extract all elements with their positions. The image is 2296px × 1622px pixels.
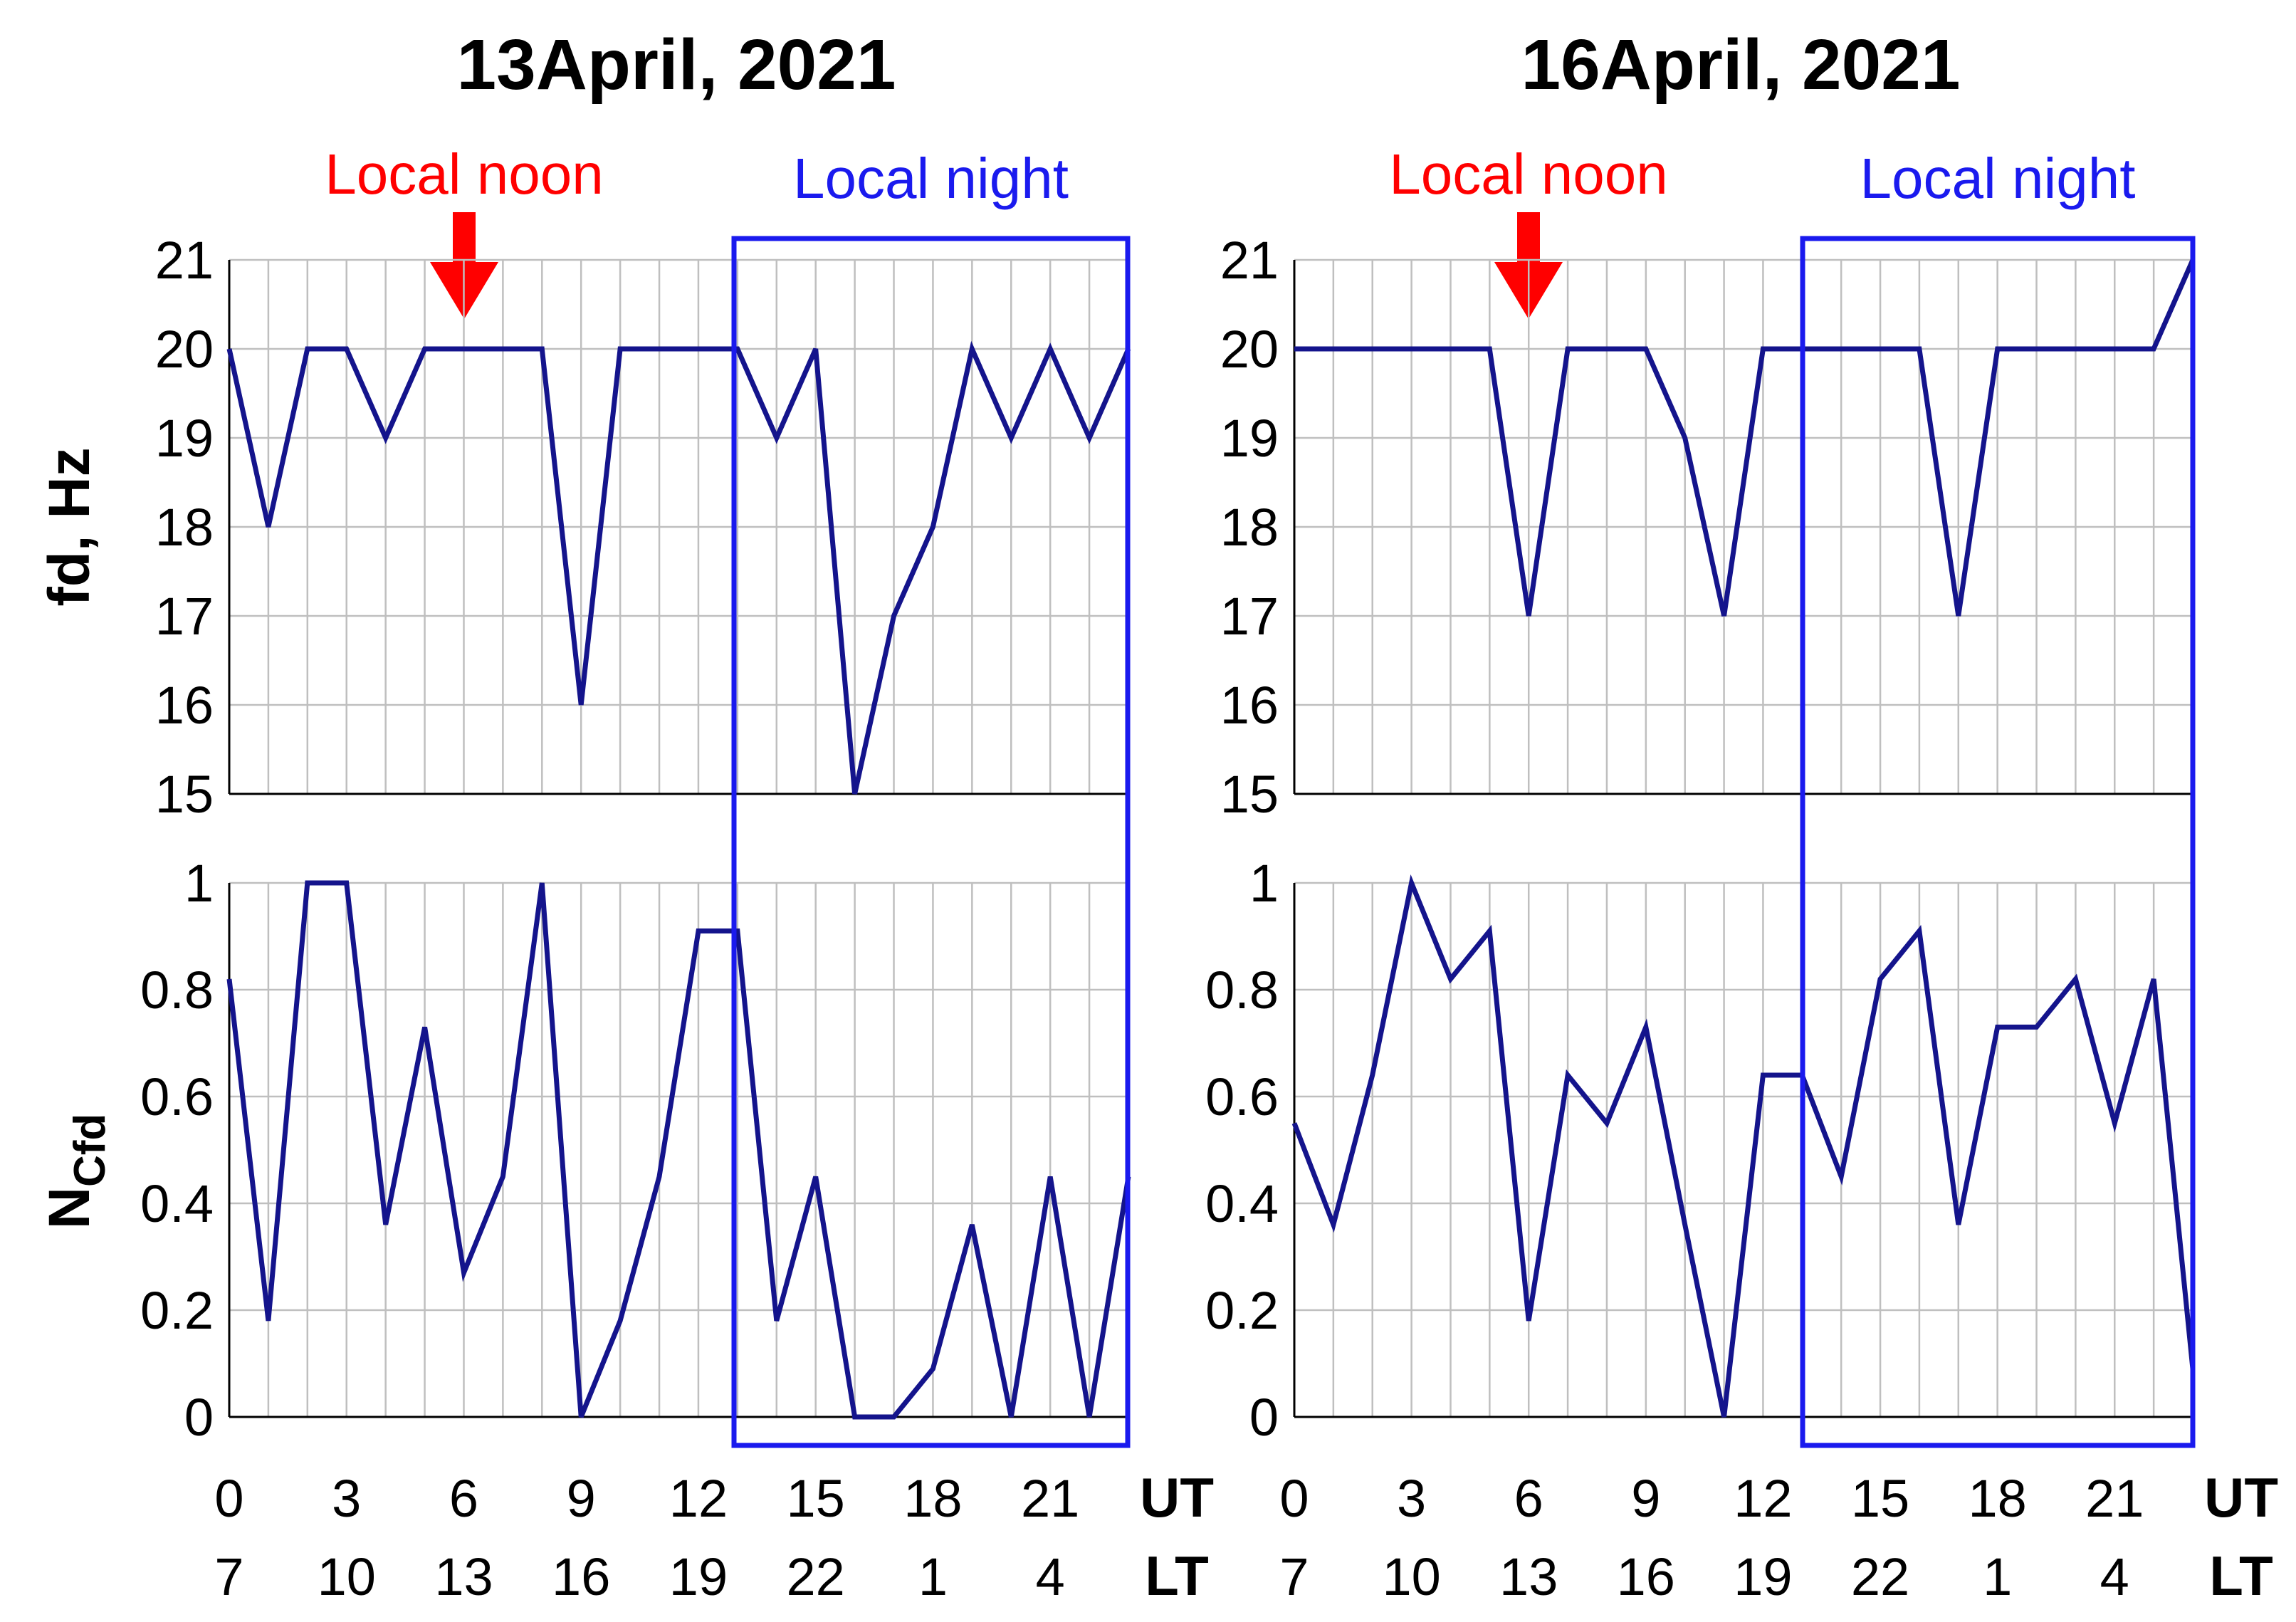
x-tick-label-lt: 22	[1851, 1547, 1909, 1606]
y-tick-label: 20	[155, 320, 214, 379]
y-tick-label: 18	[1220, 498, 1279, 557]
series-line	[1294, 258, 2196, 617]
x-tick-label-ut: 0	[214, 1469, 243, 1528]
panel-2: 0 0.2 0.4 0.6 0.8 1 NCfd	[37, 854, 1131, 1447]
x-tick-label-ut: 6	[449, 1469, 478, 1528]
series-line	[226, 880, 1131, 1420]
panel-2: 0 0.2 0.4 0.6 0.8 1	[1205, 854, 2196, 1447]
y-axis-label: fd, Hz	[37, 447, 102, 606]
x-tick-label-ut: 9	[567, 1469, 596, 1528]
y-tick-label: 18	[155, 498, 214, 557]
y-tick-label: 19	[155, 409, 214, 468]
y-tick-label: 0.6	[1205, 1067, 1279, 1126]
x-tick-label-lt: 19	[1734, 1547, 1792, 1606]
x-tick-label-ut: 9	[1631, 1469, 1660, 1528]
y-tick-label: 21	[1220, 231, 1279, 290]
x-tick-label-ut: 18	[903, 1469, 962, 1528]
x-tick-label-lt: 10	[318, 1547, 376, 1606]
x-tick-label-lt: 13	[1499, 1547, 1558, 1606]
local-night-label: Local night	[793, 147, 1069, 210]
x-tick-label-lt: 16	[1617, 1547, 1675, 1606]
panel-1: 15 16 17 18 19 20 21	[1220, 231, 2196, 824]
y-tick-label: 16	[1220, 676, 1279, 735]
x-tick-label-lt: 1	[1983, 1547, 2012, 1606]
x-unit-lt: LT	[1145, 1544, 1209, 1607]
y-tick-label: 0.8	[1205, 961, 1279, 1020]
x-tick-label-ut: 15	[1851, 1469, 1909, 1528]
x-tick-label-ut: 6	[1514, 1469, 1543, 1528]
x-tick-label-lt: 7	[214, 1547, 243, 1606]
local-noon-label: Local noon	[1389, 142, 1667, 206]
y-tick-label: 0	[184, 1388, 214, 1447]
y-axis-label: NCfd	[37, 1114, 115, 1230]
x-unit-lt: LT	[2209, 1544, 2273, 1607]
y-tick-label: 17	[1220, 587, 1279, 646]
y-tick-label: 21	[155, 231, 214, 290]
x-tick-label-ut: 3	[1397, 1469, 1426, 1528]
y-tick-label: 17	[155, 587, 214, 646]
y-axis-label-main: N	[37, 1187, 102, 1229]
series-line	[226, 340, 1131, 795]
x-tick-label-ut: 21	[1021, 1469, 1079, 1528]
y-tick-label: 15	[155, 765, 214, 824]
y-tick-label: 0.2	[1205, 1281, 1279, 1340]
y-tick-label: 15	[1220, 765, 1279, 824]
panel-1: 15 16 17 18 19 20 21 fd, Hz	[37, 231, 1131, 824]
y-tick-label: 0.8	[140, 961, 214, 1020]
y-tick-label: 16	[155, 676, 214, 735]
y-axis-label-subscript: Cfd	[65, 1114, 115, 1187]
x-tick-label-lt: 1	[918, 1547, 948, 1606]
x-unit-ut: UT	[2204, 1466, 2278, 1529]
x-tick-label-ut: 12	[669, 1469, 728, 1528]
x-tick-label-lt: 16	[552, 1547, 610, 1606]
x-tick-label-ut: 15	[787, 1469, 845, 1528]
x-tick-label-lt: 10	[1382, 1547, 1440, 1606]
y-tick-label: 0.4	[1205, 1174, 1279, 1233]
x-tick-label-ut: 0	[1279, 1469, 1309, 1528]
local-noon-label: Local noon	[325, 142, 603, 206]
x-tick-label-lt: 13	[434, 1547, 493, 1606]
y-tick-label: 0.4	[140, 1174, 214, 1233]
local-night-box	[731, 236, 1131, 1448]
local-night-label: Local night	[1860, 147, 2136, 210]
y-tick-label: 20	[1220, 320, 1279, 379]
chart-title: 13April, 2021	[456, 25, 896, 105]
x-tick-label-lt: 4	[2100, 1547, 2129, 1606]
x-tick-label-ut: 21	[2085, 1469, 2144, 1528]
x-tick-label-lt: 22	[787, 1547, 845, 1606]
y-tick-label: 1	[184, 854, 214, 913]
y-tick-label: 0.2	[140, 1281, 214, 1340]
x-tick-label-lt: 7	[1279, 1547, 1309, 1606]
x-unit-ut: UT	[1140, 1466, 1214, 1529]
y-tick-label: 1	[1249, 854, 1279, 913]
local-night-box	[1800, 236, 2196, 1448]
y-tick-label: 19	[1220, 409, 1279, 468]
chart-title: 16April, 2021	[1521, 25, 1960, 105]
x-tick-label-lt: 19	[669, 1547, 728, 1606]
y-tick-label: 0	[1249, 1388, 1279, 1447]
x-tick-label-ut: 18	[1968, 1469, 2026, 1528]
series-line	[1291, 874, 2196, 1418]
x-tick-label-ut: 12	[1734, 1469, 1792, 1528]
x-tick-label-ut: 3	[332, 1469, 361, 1528]
x-tick-label-lt: 4	[1036, 1547, 1065, 1606]
y-tick-label: 0.6	[140, 1067, 214, 1126]
